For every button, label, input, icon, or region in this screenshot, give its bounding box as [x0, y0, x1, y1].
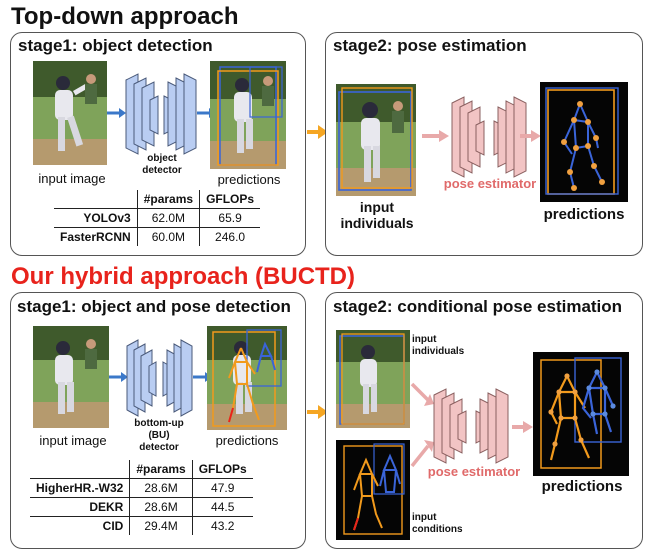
hybrid-arrow-to-detector — [109, 372, 128, 382]
top-down-input-individuals-label-2: individuals — [340, 215, 414, 231]
hybrid-pink-arrow-out — [512, 421, 533, 433]
bu-detector-label-1: bottom-up — [134, 418, 184, 429]
bu-detector-label-2: (BU) — [148, 430, 170, 441]
table-header: #params — [136, 190, 200, 209]
params-value: 60.0M — [136, 227, 200, 246]
top-down-stage2-title: stage2: pose estimation — [333, 36, 527, 55]
hybrid-pink-arrows-in — [410, 382, 434, 468]
gflops-value: 43.2 — [191, 516, 253, 535]
pose-estimator-icon — [451, 96, 527, 178]
hybrid-stage2-title: stage2: conditional pose estimation — [333, 297, 623, 316]
hybrid-input-individuals-image — [336, 330, 410, 428]
hybrid-individuals-label-2: individuals — [412, 346, 465, 357]
hybrid-input-image — [33, 326, 109, 428]
gflops-value: 44.5 — [191, 497, 253, 517]
gflops-value: 65.9 — [199, 208, 261, 228]
object-detector-label-2: detector — [142, 165, 182, 176]
top-down-heading: Top-down approach — [11, 3, 239, 30]
hybrid-stats-table: #params GFLOPs HigherHR.-W32 28.6M 47.9 … — [30, 460, 253, 535]
model-name: DEKR — [30, 497, 130, 517]
table-header: GFLOPs — [191, 460, 253, 479]
hybrid-individuals-label-1: input — [412, 334, 437, 345]
top-down-stage-flow-arrow — [307, 125, 328, 139]
hybrid-predictions-pose-image — [533, 352, 629, 476]
table-row: YOLOv3 62.0M 65.9 — [54, 208, 261, 228]
top-down-pose-estimator-label: pose estimator — [443, 176, 537, 191]
model-name: CID — [30, 516, 130, 535]
bottom-up-detector-icon — [126, 339, 193, 417]
object-detector-label-1: object — [147, 153, 177, 164]
table-header — [54, 190, 138, 209]
top-down-input-label: input image — [38, 171, 106, 186]
table-header: #params — [129, 460, 193, 479]
table-header: GFLOPs — [199, 190, 261, 209]
gflops-value: 246.0 — [199, 227, 261, 246]
hybrid-stage2-predictions-label: predictions — [541, 478, 623, 495]
table-row: DEKR 28.6M 44.5 — [30, 497, 253, 517]
top-down-stats-table: #params GFLOPs YOLOv3 62.0M 65.9 FasterR… — [54, 190, 261, 246]
top-down-predictions-pose-image — [540, 82, 628, 202]
table-row: HigherHR.-W32 28.6M 47.9 — [30, 478, 253, 498]
top-down-pink-arrow-out — [520, 130, 541, 142]
model-name: YOLOv3 — [83, 211, 131, 225]
top-down-pink-arrow-in — [422, 130, 449, 142]
hybrid-stage-flow-arrow — [307, 405, 328, 419]
hybrid-pose-estimator-label: pose estimator — [427, 464, 521, 479]
params-value: 28.6M — [129, 497, 193, 517]
table-row: CID 29.4M 43.2 — [30, 516, 253, 535]
model-name: FasterRCNN — [54, 227, 138, 246]
hybrid-conditions-label-1: input — [412, 512, 437, 523]
model-name: HigherHR.-W32 — [36, 481, 124, 495]
hybrid-heading: Our hybrid approach (BUCTD) — [11, 263, 356, 290]
hybrid-stage1-title: stage1: object and pose detection — [17, 297, 291, 316]
table-row: FasterRCNN 60.0M 246.0 — [54, 227, 261, 246]
top-down-input-individuals-label-1: input — [359, 199, 395, 215]
table-header — [30, 460, 130, 479]
top-down-arrow-to-detector — [107, 108, 126, 118]
params-value: 28.6M — [129, 478, 193, 498]
top-down-stage1-title: stage1: object detection — [18, 36, 213, 55]
hybrid-predictions-label: predictions — [215, 433, 279, 448]
hybrid-input-label: input image — [39, 433, 107, 448]
params-value: 62.0M — [136, 208, 200, 228]
top-down-stage2-predictions-label: predictions — [543, 206, 625, 223]
hybrid-input-conditions-image — [336, 440, 410, 540]
bu-detector-label-3: detector — [139, 442, 179, 453]
top-down-input-image — [33, 61, 107, 165]
object-detector-icon — [125, 73, 197, 155]
params-value: 29.4M — [129, 516, 193, 535]
conditional-pose-estimator-icon — [433, 388, 509, 464]
top-down-predictions-label: predictions — [217, 172, 281, 187]
hybrid-predictions-image — [207, 326, 287, 430]
top-down-input-individuals-image — [336, 84, 416, 196]
top-down-predictions-image — [210, 61, 286, 169]
hybrid-conditions-label-2: conditions — [412, 524, 463, 535]
gflops-value: 47.9 — [191, 478, 253, 498]
